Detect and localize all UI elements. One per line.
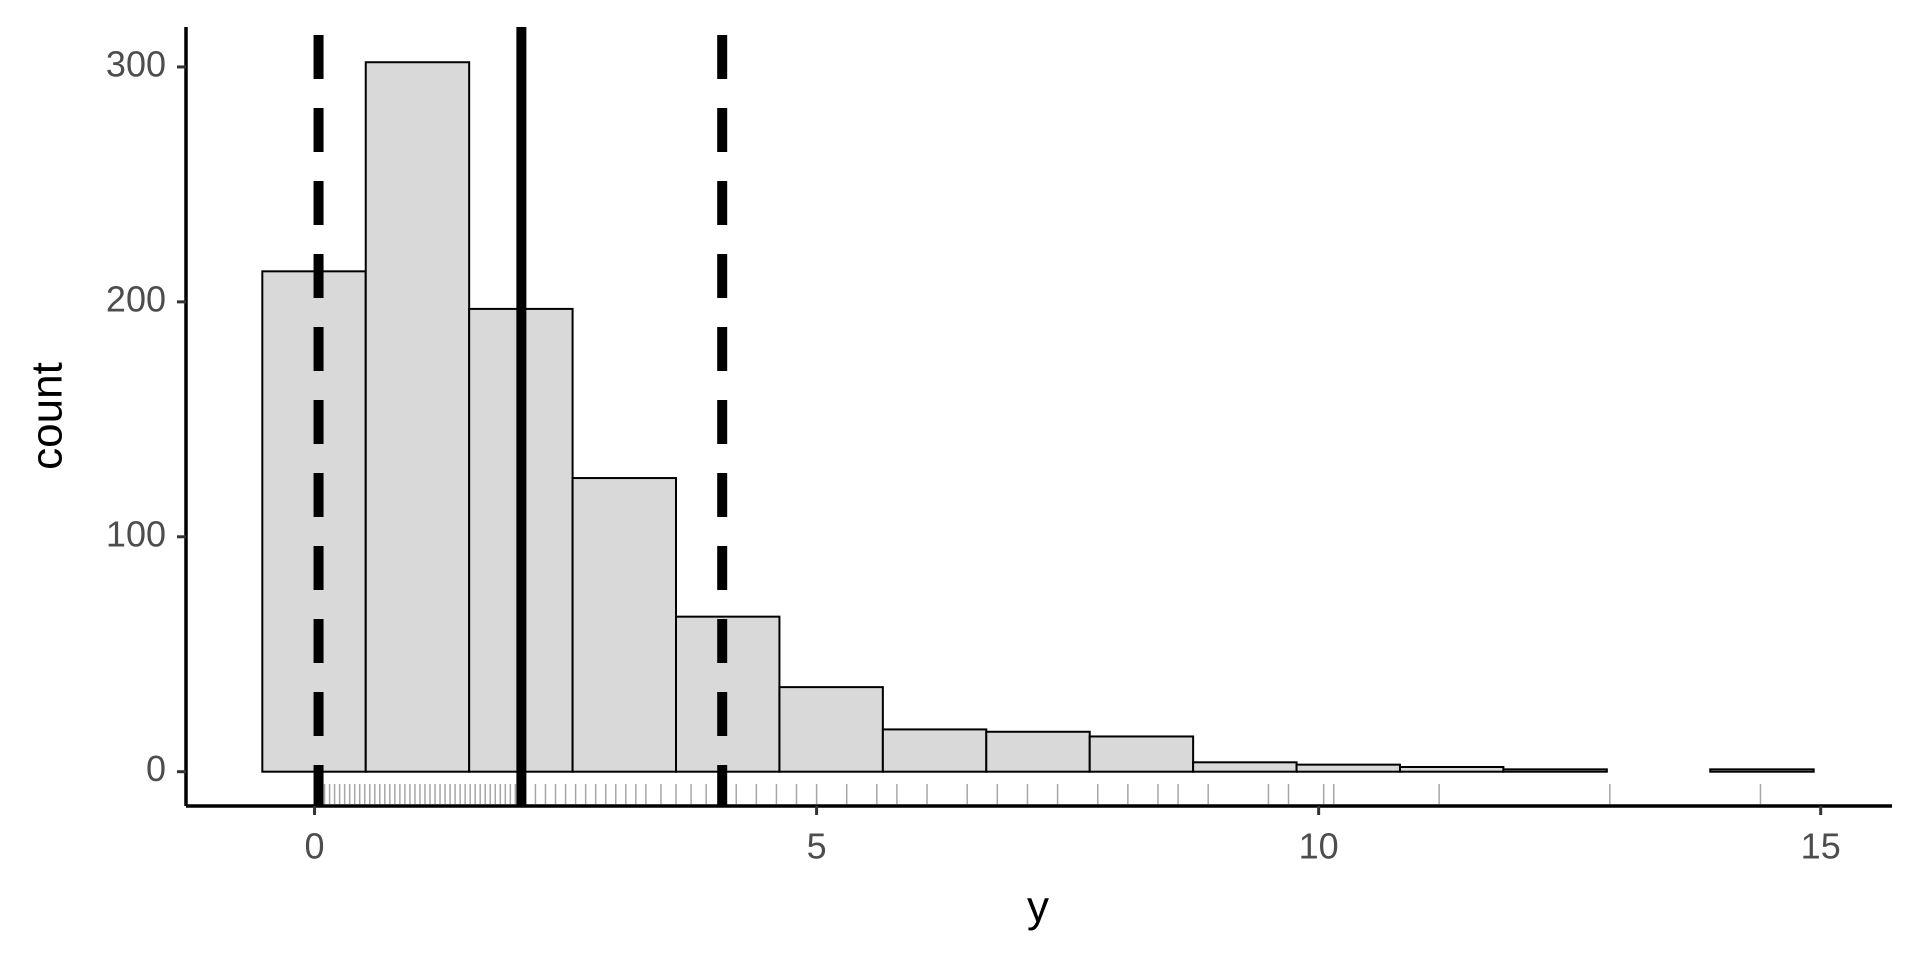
y-axis-label: count	[23, 362, 72, 470]
y-tick-label: 300	[106, 43, 166, 84]
bar	[1502, 768, 1608, 773]
bar	[881, 728, 988, 773]
x-tick-label: 5	[807, 826, 827, 867]
bar	[1192, 761, 1298, 773]
x-tick-label: 0	[305, 826, 325, 867]
x-tick-label: 10	[1299, 826, 1339, 867]
x-tick-label: 15	[1801, 826, 1841, 867]
bar	[985, 730, 1091, 773]
bar	[778, 686, 884, 773]
bar	[364, 61, 471, 773]
bar	[1088, 735, 1195, 773]
bar	[675, 615, 781, 773]
y-tick-label: 100	[106, 513, 166, 554]
y-tick-label: 200	[106, 278, 166, 319]
bar	[571, 477, 678, 773]
bar	[1295, 763, 1401, 773]
bar	[1398, 766, 1505, 773]
y-tick-label: 0	[146, 748, 166, 789]
bar	[1709, 768, 1815, 773]
x-axis-label: y	[1027, 883, 1049, 932]
